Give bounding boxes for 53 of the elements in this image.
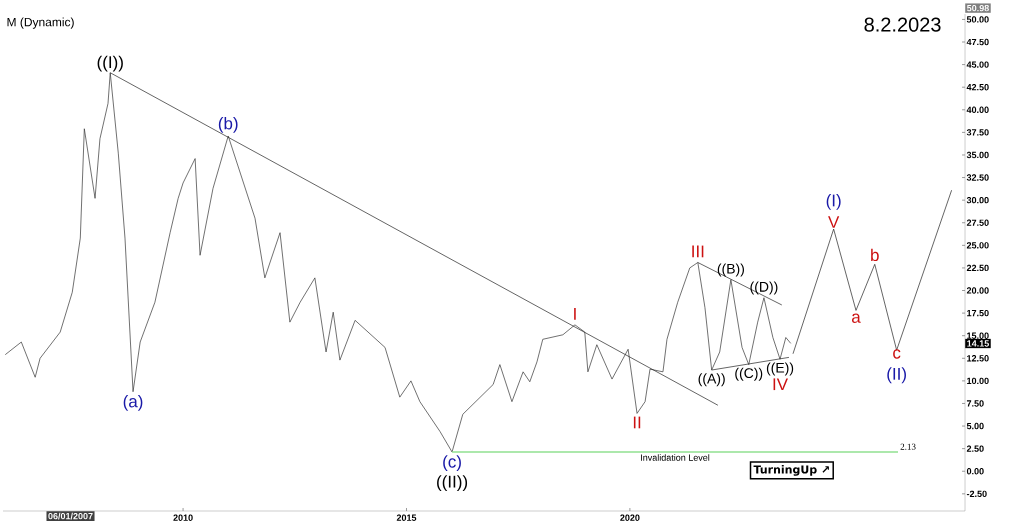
y-tick-label: 10.00 — [967, 377, 989, 385]
annotation: (II) — [887, 367, 906, 384]
y-tick-label: 35.00 — [966, 151, 989, 159]
annotation: (I) — [826, 194, 841, 210]
x-tick-label: 2010 — [173, 514, 193, 521]
annotation: (b) — [218, 116, 238, 133]
chart-subtitle: 8.2.2023 — [864, 17, 941, 32]
annotation: I — [574, 307, 576, 320]
annotation: (a) — [123, 394, 143, 411]
text: 50.98 — [967, 4, 989, 12]
x-tick-label: 2020 — [620, 514, 640, 521]
y-tick-label: 17.50 — [967, 309, 989, 317]
y-tick-label: 2.50 — [966, 445, 984, 452]
annotation: ((II)) — [437, 475, 468, 492]
annotation: ((C)) — [735, 367, 763, 381]
y-tick-label: 0.00 — [966, 468, 984, 475]
y-tick-label: 30.00 — [966, 196, 989, 204]
annotation: c — [893, 349, 901, 359]
annotation: TurningUp ↗ — [753, 465, 829, 476]
annotation: V — [828, 216, 840, 228]
y-tick-label: 5.00 — [966, 422, 984, 430]
annotation: 2.13 — [900, 443, 916, 450]
y-tick-label: 7.50 — [966, 400, 984, 407]
annotation: IV — [773, 378, 788, 391]
chart-title: M (Dynamic) — [7, 17, 74, 29]
annotation: ((D)) — [750, 281, 778, 295]
y-tick-label: 37.50 — [966, 129, 989, 136]
annotation: a — [851, 313, 861, 323]
series-label: Invalidation Level — [641, 454, 710, 461]
annotation: III — [692, 245, 704, 258]
annotation: (c) — [443, 455, 461, 472]
y-tick-label: 50.00 — [966, 16, 989, 23]
y-tick-label: 22.50 — [966, 264, 989, 272]
x-tick-label: 2015 — [396, 514, 417, 521]
y-tick-label: 15.00 — [967, 332, 989, 339]
annotation: II — [633, 416, 641, 429]
annotation: ((B)) — [717, 263, 745, 277]
y-tick-label: 47.50 — [966, 38, 989, 46]
y-tick-label: 32.50 — [966, 174, 989, 181]
text: 06/01/2007 — [48, 512, 93, 520]
y-tick-label: 25.00 — [966, 242, 989, 249]
annotation: b — [871, 248, 879, 262]
y-tick-label: 20.00 — [966, 287, 989, 294]
y-tick-label: 42.50 — [966, 84, 989, 91]
annotation: ((I)) — [97, 55, 123, 72]
annotation: ((E)) — [766, 362, 794, 376]
text: 14.15 — [967, 340, 989, 347]
annotation: ((A)) — [698, 373, 725, 387]
y-tick-label: 45.00 — [966, 61, 989, 68]
y-tick-label: 12.50 — [967, 355, 989, 362]
y-tick-label: 27.50 — [966, 219, 989, 226]
y-tick-label: 40.00 — [966, 106, 989, 113]
y-tick-label: -2.50 — [966, 490, 987, 498]
